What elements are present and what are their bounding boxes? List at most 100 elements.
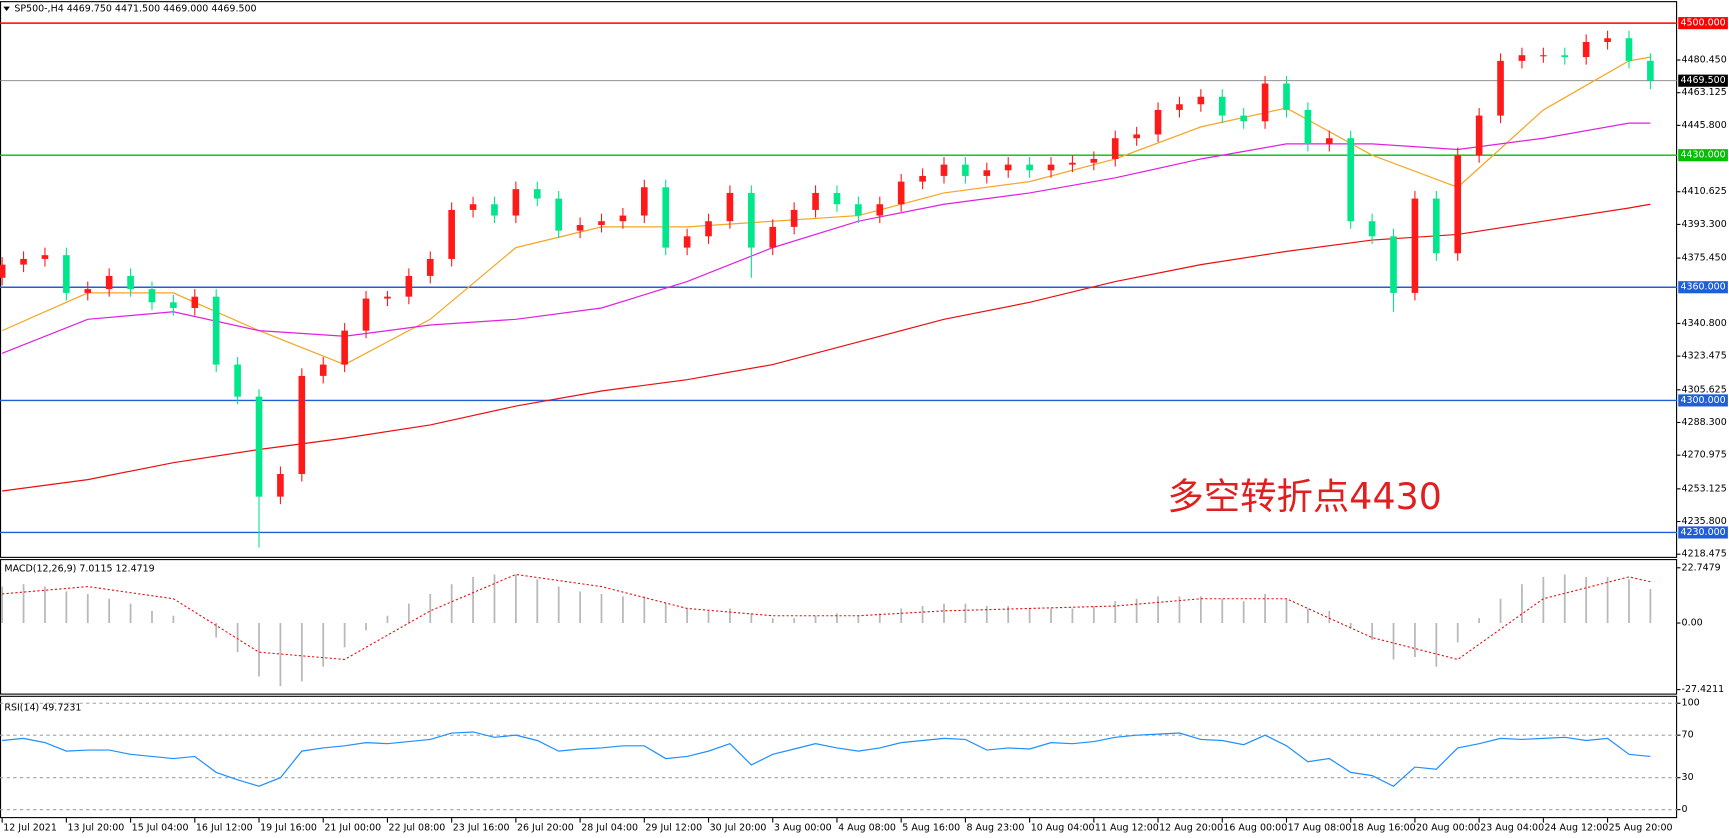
candle-body [1368, 221, 1376, 237]
x-tick-label: 23 Jul 16:00 [453, 823, 510, 834]
y-tick-label: -27.4211 [1682, 684, 1725, 695]
rsi-label: RSI(14) 49.7231 [4, 702, 81, 713]
candle-body [598, 221, 605, 225]
x-tick-label: 24 Aug 12:00 [1544, 823, 1608, 834]
candle-body [683, 236, 691, 248]
candle-body [641, 187, 648, 216]
candle-body [855, 204, 862, 216]
macd-label: MACD(12,26,9) 7.0115 12.4719 [4, 563, 154, 574]
candle-body [170, 302, 177, 308]
y-tick-label: 4480.450 [1682, 55, 1727, 66]
last-price-label: 4469.500 [1680, 75, 1725, 86]
candle-body [769, 226, 777, 248]
candle-body [1454, 155, 1462, 254]
x-tick-label: 19 Jul 16:00 [260, 823, 317, 834]
candle-body [1111, 138, 1119, 159]
macd-pane [0, 559, 1678, 695]
x-tick-label: 23 Aug 04:00 [1480, 823, 1544, 834]
x-tick-label: 25 Aug 20:00 [1609, 823, 1673, 834]
candle-body [1261, 83, 1269, 122]
candle-body [448, 209, 455, 259]
x-tick-label: 11 Aug 12:00 [1095, 823, 1159, 834]
y-tick-label: 4235.800 [1682, 516, 1727, 527]
y-tick-label: 22.7479 [1682, 562, 1721, 573]
level-label: 4300.000 [1680, 395, 1725, 406]
candle-body [1240, 115, 1247, 122]
candle-body [1176, 104, 1183, 110]
y-tick-label: 4323.475 [1682, 351, 1727, 362]
level-tag [1678, 394, 1728, 407]
candle-body [940, 164, 948, 176]
candle-body [63, 255, 70, 293]
candle-body [1218, 96, 1226, 116]
candle-body [533, 189, 541, 199]
y-tick-label: 30 [1682, 772, 1694, 783]
x-tick-label: 17 Aug 08:00 [1288, 823, 1352, 834]
level-tag [1678, 526, 1728, 539]
level-label: 4430.000 [1680, 150, 1725, 161]
candle-body [919, 175, 926, 182]
candle-body [234, 364, 241, 397]
candle-body [491, 204, 498, 216]
menu-arrow[interactable] [3, 6, 10, 12]
candle-body [748, 192, 755, 248]
y-tick-label: 0.00 [1682, 618, 1703, 629]
x-tick-label: 22 Jul 08:00 [389, 823, 446, 834]
candle-body [1604, 38, 1611, 43]
y-tick-label: 4218.475 [1682, 549, 1727, 560]
candle-body [1026, 164, 1033, 171]
x-tick-label: 13 Jul 20:00 [67, 823, 124, 834]
candle-body [127, 275, 134, 290]
candle-body [1090, 158, 1098, 163]
x-tick-label: 26 Jul 20:00 [517, 823, 574, 834]
candle-body [1497, 60, 1504, 116]
level-tag [1678, 281, 1728, 294]
candle-body [619, 215, 627, 222]
main-pane [0, 1, 1678, 558]
candle-body [555, 198, 563, 231]
candle-body [426, 258, 434, 276]
candle-body [1283, 83, 1290, 110]
candle-body [812, 192, 819, 210]
candle-body [255, 396, 263, 497]
candle-body [298, 375, 306, 474]
x-tick-label: 15 Jul 04:00 [132, 823, 189, 834]
y-tick-label: 4288.300 [1682, 417, 1727, 428]
level-label: 4230.000 [1680, 527, 1725, 538]
candle-body [41, 255, 49, 259]
candle-body [191, 296, 199, 308]
candle-body [790, 209, 798, 227]
candle-body [1069, 162, 1076, 165]
x-tick-label: 18 Aug 16:00 [1352, 823, 1416, 834]
x-tick-label: 12 Aug 20:00 [1159, 823, 1223, 834]
candle-body [84, 289, 92, 293]
candle-body [1647, 60, 1654, 81]
candle-body [1347, 138, 1355, 222]
y-tick-label: 4375.450 [1682, 253, 1727, 264]
candle-body [362, 298, 370, 331]
candle-body [1625, 38, 1633, 61]
x-tick-label: 4 Aug 08:00 [838, 823, 896, 834]
candle-body [1561, 55, 1569, 58]
x-tick-label: 10 Aug 04:00 [1031, 823, 1095, 834]
y-tick-label: 100 [1682, 698, 1700, 709]
candle-body [512, 189, 520, 216]
x-tick-label: 21 Jul 00:00 [324, 823, 381, 834]
candle-body [576, 224, 584, 231]
candle-body [833, 192, 841, 205]
x-tick-label: 5 Aug 16:00 [902, 823, 960, 834]
candle-body [0, 264, 6, 278]
candle-body [983, 170, 991, 176]
y-tick-label: 4445.800 [1682, 120, 1727, 131]
y-tick-label: 4463.125 [1682, 87, 1727, 98]
x-tick-label: 30 Jul 20:00 [710, 823, 767, 834]
level-label: 4500.000 [1680, 18, 1725, 29]
x-tick-label: 16 Jul 12:00 [196, 823, 253, 834]
y-tick-label: 4253.125 [1682, 483, 1727, 494]
macd-signal [2, 573, 1651, 661]
candle-body [1197, 96, 1205, 105]
candle-body [726, 192, 734, 222]
candle-body [277, 473, 284, 497]
candle-body [148, 289, 156, 303]
x-tick-label: 3 Aug 00:00 [774, 823, 832, 834]
